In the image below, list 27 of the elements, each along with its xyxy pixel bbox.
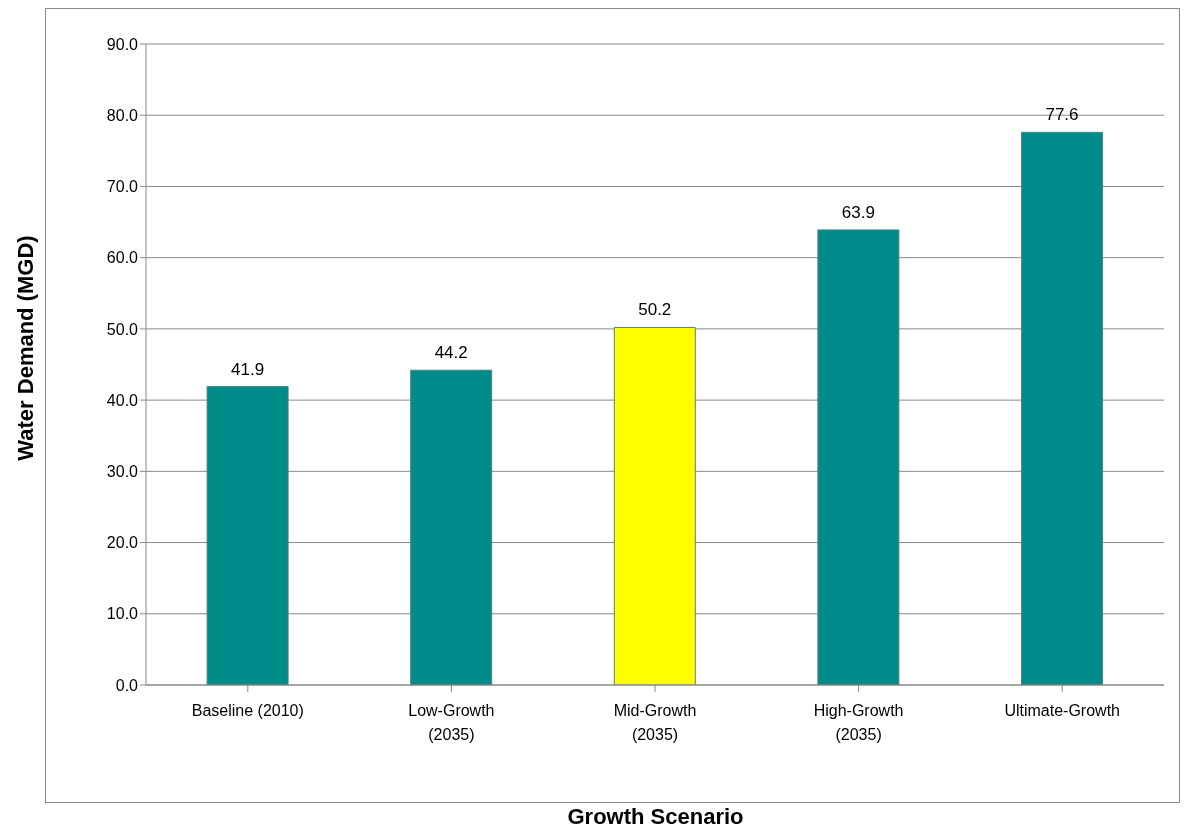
y-tick-label: 20.0 [106,534,139,552]
data-label: 41.9 [231,359,265,379]
x-tick-label: Ultimate-Growth [1004,702,1120,719]
x-tick-label: High-Growth (2035) [813,702,904,743]
bar [206,386,289,685]
y-tick-label: 50.0 [106,320,139,338]
x-axis-title: Growth Scenario [566,804,745,825]
bar [613,326,696,685]
data-label: 77.6 [1045,105,1079,125]
y-tick-label: 40.0 [106,391,139,409]
y-axis-title: Water Demand (MGD) [13,235,39,461]
x-tick-label: Baseline (2010) [191,702,304,719]
y-tick-label: 70.0 [106,178,139,196]
data-label: 63.9 [841,202,875,222]
y-tick-label: 90.0 [106,35,139,53]
y-tick-label: 10.0 [106,605,139,623]
bar [1020,131,1103,685]
bar [410,369,493,685]
x-tick-label: Mid-Growth (2035) [613,702,697,743]
y-tick-label: 60.0 [106,249,139,267]
x-tick-label: Low-Growth (2035) [408,702,495,743]
bar [817,229,900,685]
y-tick-label: 0.0 [115,676,139,694]
y-tick-label: 80.0 [106,106,139,124]
data-label: 50.2 [638,300,672,320]
data-label: 44.2 [434,343,468,363]
y-tick-label: 30.0 [106,463,139,481]
